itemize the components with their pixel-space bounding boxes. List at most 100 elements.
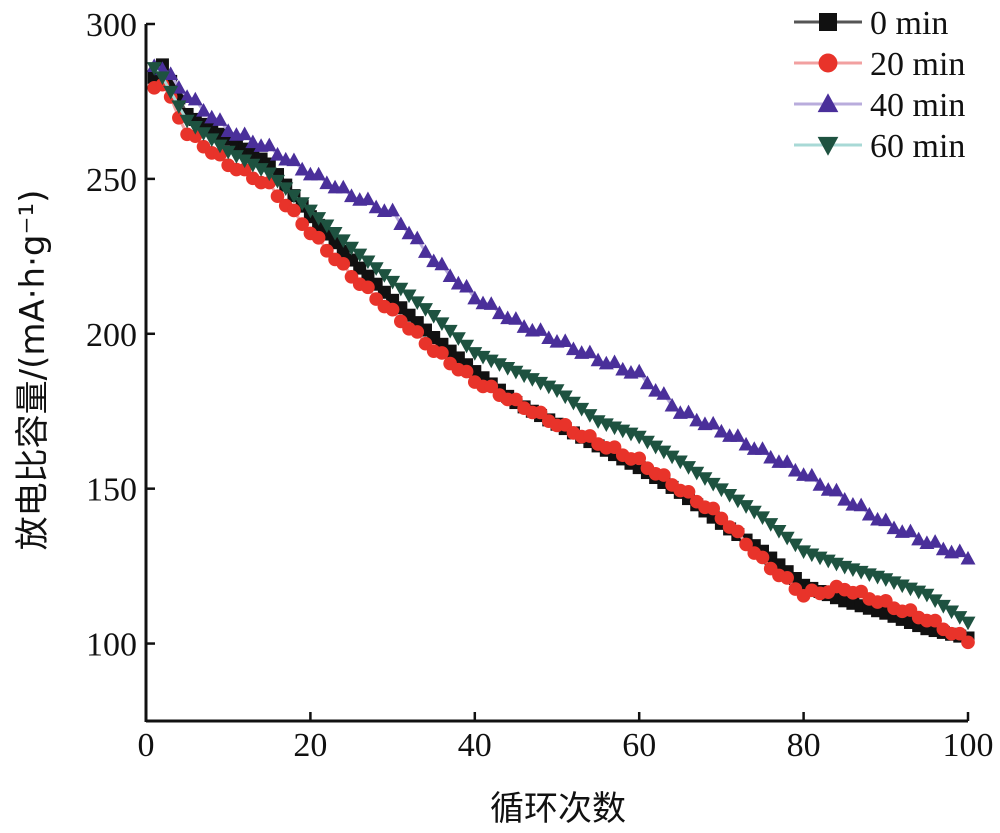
data-point bbox=[779, 531, 795, 546]
data-point bbox=[837, 492, 853, 506]
data-point bbox=[311, 166, 327, 181]
legend-marker bbox=[817, 93, 839, 113]
data-point bbox=[237, 154, 253, 169]
data-point bbox=[657, 468, 671, 482]
data-point bbox=[722, 489, 738, 503]
data-point bbox=[196, 102, 212, 117]
data-point bbox=[763, 518, 779, 532]
data-point bbox=[714, 511, 729, 526]
data-point bbox=[500, 362, 516, 376]
y-tick-label: 250 bbox=[86, 162, 137, 199]
data-point bbox=[509, 392, 523, 407]
data-point bbox=[286, 152, 302, 167]
data-point bbox=[212, 112, 228, 126]
data-point bbox=[270, 189, 285, 204]
series-60-min bbox=[146, 62, 976, 631]
data-point bbox=[385, 275, 401, 290]
data-point bbox=[902, 523, 918, 538]
data-point bbox=[944, 605, 960, 620]
x-tick-label: 100 bbox=[943, 727, 994, 764]
data-point bbox=[755, 550, 770, 565]
data-point bbox=[582, 409, 598, 423]
data-point bbox=[533, 405, 548, 420]
data-point bbox=[418, 244, 433, 258]
data-point bbox=[171, 100, 187, 114]
data-point bbox=[689, 412, 705, 427]
data-point bbox=[336, 256, 351, 271]
data-point bbox=[861, 506, 877, 521]
legend-marker bbox=[818, 53, 838, 73]
data-point bbox=[442, 268, 458, 283]
data-point bbox=[713, 483, 729, 498]
data-point bbox=[426, 253, 442, 268]
data-point bbox=[549, 384, 565, 398]
data-point bbox=[731, 524, 745, 539]
data-point bbox=[245, 158, 261, 173]
data-point bbox=[319, 219, 335, 234]
data-point bbox=[631, 430, 647, 445]
y-tick-label: 100 bbox=[86, 627, 137, 664]
data-point bbox=[730, 494, 746, 509]
data-point bbox=[639, 435, 655, 450]
legend-item: 20 min bbox=[794, 46, 965, 83]
data-point bbox=[738, 436, 754, 451]
data-point bbox=[919, 588, 935, 603]
data-point bbox=[146, 62, 162, 76]
y-tick-label: 150 bbox=[86, 472, 137, 509]
data-point bbox=[360, 191, 376, 206]
data-point bbox=[524, 373, 540, 387]
series-20-min bbox=[147, 77, 975, 650]
data-point bbox=[204, 133, 220, 148]
data-point bbox=[204, 109, 220, 124]
data-point bbox=[533, 322, 549, 336]
data-point bbox=[582, 344, 598, 359]
data-point bbox=[952, 543, 968, 558]
data-point bbox=[508, 365, 524, 380]
legend-label: 60 min bbox=[870, 128, 965, 165]
legend: 0 min 20 min 40 min 60 min bbox=[794, 5, 965, 165]
y-axis-title: 放电比容量/(mA·h·g⁻¹) bbox=[13, 190, 53, 551]
data-point bbox=[779, 454, 795, 468]
data-point bbox=[952, 626, 967, 641]
data-point bbox=[270, 174, 285, 189]
data-point bbox=[763, 449, 779, 464]
data-point bbox=[664, 450, 680, 465]
data-point bbox=[935, 599, 951, 614]
data-point bbox=[459, 339, 475, 354]
ticks: 0 20 40 60 80 100 100 150 200 250 300 bbox=[86, 7, 994, 764]
data-point bbox=[409, 296, 425, 310]
data-point bbox=[467, 347, 483, 361]
data-point bbox=[294, 197, 310, 211]
data-point bbox=[705, 415, 721, 430]
data-point bbox=[475, 350, 491, 365]
data-point bbox=[393, 282, 409, 297]
data-point bbox=[196, 127, 212, 141]
data-point bbox=[664, 397, 680, 412]
data-point bbox=[557, 333, 573, 348]
data-point bbox=[533, 376, 549, 391]
y-tick-label: 300 bbox=[86, 7, 137, 44]
data-point bbox=[294, 161, 310, 176]
data-point bbox=[295, 217, 310, 231]
data-point bbox=[320, 243, 334, 258]
data-point bbox=[961, 635, 975, 650]
x-tick-label: 80 bbox=[787, 727, 821, 764]
data-point bbox=[697, 472, 713, 486]
data-point bbox=[541, 380, 557, 395]
legend-label: 0 min bbox=[870, 5, 948, 42]
data-point bbox=[459, 364, 474, 379]
y-tick-label: 200 bbox=[86, 317, 137, 354]
data-point bbox=[656, 386, 672, 400]
data-point bbox=[261, 137, 277, 152]
data-point bbox=[615, 361, 631, 376]
data-point bbox=[401, 225, 417, 240]
data-point bbox=[746, 505, 762, 520]
data-point bbox=[361, 280, 375, 295]
data-point bbox=[911, 531, 927, 546]
data-point bbox=[878, 512, 894, 527]
data-point bbox=[434, 256, 450, 271]
data-point bbox=[435, 346, 449, 360]
data-point bbox=[278, 182, 294, 196]
data-point bbox=[681, 461, 696, 475]
data-point bbox=[253, 163, 269, 177]
